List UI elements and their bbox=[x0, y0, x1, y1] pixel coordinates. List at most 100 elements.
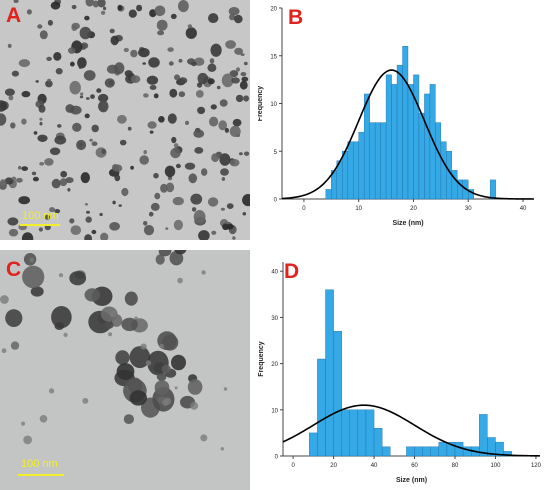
nanoparticle bbox=[96, 88, 102, 93]
nanoparticle bbox=[53, 52, 62, 61]
nanoparticle bbox=[174, 74, 180, 81]
nanoparticle bbox=[37, 134, 48, 142]
nanoparticle bbox=[225, 40, 237, 49]
x-tick-label: 20 bbox=[330, 463, 337, 469]
nanoparticle bbox=[70, 225, 82, 236]
nanoparticle bbox=[4, 88, 15, 96]
nanoparticle bbox=[21, 90, 31, 98]
nanoparticle bbox=[158, 116, 165, 123]
nanoparticle bbox=[156, 372, 167, 381]
nanoparticle bbox=[11, 70, 19, 77]
nanoparticle bbox=[54, 135, 67, 145]
nanoparticle bbox=[117, 4, 123, 11]
histogram-bar bbox=[357, 409, 367, 457]
nanoparticle bbox=[67, 188, 71, 192]
nanoparticle bbox=[229, 13, 236, 21]
histogram-bar bbox=[440, 141, 447, 200]
histogram-bar bbox=[479, 414, 488, 457]
x-tick-label: 10 bbox=[355, 206, 362, 212]
nanoparticle bbox=[101, 149, 106, 154]
histogram-bar bbox=[381, 446, 391, 457]
nanoparticle bbox=[1, 348, 7, 354]
nanoparticle bbox=[16, 177, 23, 183]
nanoparticle bbox=[44, 214, 51, 220]
histogram-bar bbox=[309, 432, 318, 457]
histogram-bar bbox=[342, 151, 348, 200]
histogram-bar bbox=[430, 446, 440, 457]
histogram-bar bbox=[385, 74, 392, 200]
nanoparticle bbox=[89, 138, 93, 142]
histogram-bar bbox=[402, 46, 409, 200]
nanoparticle bbox=[241, 76, 249, 82]
y-tick-label: 10 bbox=[270, 102, 277, 108]
nanoparticle bbox=[21, 232, 34, 240]
nanoparticle bbox=[220, 447, 224, 451]
tem-image-c: C 100 nm bbox=[0, 250, 250, 490]
nanoparticle bbox=[222, 223, 229, 231]
nanoparticle bbox=[65, 104, 75, 113]
nanoparticle bbox=[232, 236, 236, 240]
histogram-bar bbox=[396, 65, 403, 200]
nanoparticle bbox=[97, 0, 106, 8]
nanoparticle bbox=[22, 265, 45, 289]
histogram-bar bbox=[325, 189, 332, 200]
nanoparticle bbox=[23, 435, 32, 445]
nanoparticle bbox=[82, 397, 89, 404]
nanoparticle bbox=[13, 0, 19, 3]
nanoparticle bbox=[83, 70, 96, 81]
nanoparticle bbox=[90, 94, 95, 99]
nanoparticle bbox=[100, 306, 118, 322]
nanoparticle bbox=[200, 434, 208, 442]
histogram-bar bbox=[373, 428, 383, 457]
nanoparticle bbox=[187, 379, 203, 395]
nanoparticle bbox=[0, 113, 7, 126]
nanoparticle bbox=[117, 114, 127, 124]
nanoparticle bbox=[242, 194, 250, 207]
histogram-b-plot: 0 5 10 15 20 0 10 20 30 40 Size (nm) Frequency bbox=[258, 7, 534, 227]
nanoparticle bbox=[197, 72, 209, 85]
nanoparticle bbox=[8, 228, 19, 237]
nanoparticle bbox=[110, 310, 117, 318]
nanoparticle bbox=[7, 217, 19, 226]
nanoparticle bbox=[84, 15, 90, 21]
nanoparticle bbox=[167, 176, 173, 181]
y-tick-label: 30 bbox=[271, 316, 278, 322]
nanoparticle bbox=[243, 61, 248, 66]
nanoparticle bbox=[160, 183, 168, 193]
nanoparticle bbox=[100, 232, 109, 240]
nanoparticle bbox=[46, 56, 52, 62]
nanoparticle bbox=[59, 178, 68, 187]
histogram-d-plot: 0 10 20 30 40 0 20 40 60 80 100 120 Size (nm) Frequen… bbox=[258, 262, 542, 484]
nanoparticle bbox=[63, 332, 68, 337]
nanoparticle bbox=[234, 47, 244, 55]
nanoparticle bbox=[211, 153, 220, 163]
histogram-bar bbox=[438, 441, 448, 457]
nanoparticle bbox=[155, 254, 165, 265]
nanoparticle bbox=[136, 4, 143, 12]
nanoparticle bbox=[71, 22, 80, 30]
nanoparticle bbox=[60, 170, 68, 178]
nanoparticle bbox=[219, 99, 228, 107]
nanoparticle bbox=[211, 230, 217, 235]
nanoparticle bbox=[84, 288, 101, 302]
panel-label-a: A bbox=[6, 4, 22, 27]
nanoparticle bbox=[38, 227, 44, 232]
nanoparticle bbox=[31, 171, 37, 176]
nanoparticle bbox=[220, 168, 229, 176]
y-axis-label: Frequency bbox=[258, 341, 265, 377]
nanoparticle bbox=[91, 124, 99, 133]
nanoparticle bbox=[228, 7, 240, 16]
tem-micrograph-c bbox=[0, 250, 228, 451]
y-tick-label: 5 bbox=[274, 150, 278, 156]
nanoparticle bbox=[97, 93, 109, 103]
nanoparticle bbox=[49, 207, 56, 213]
x-tick-label: 0 bbox=[302, 206, 306, 212]
nanoparticle bbox=[154, 380, 170, 396]
nanoparticle bbox=[165, 227, 169, 230]
nanoparticle bbox=[193, 210, 206, 224]
histogram-bar bbox=[413, 74, 420, 200]
nanoparticle bbox=[242, 212, 247, 216]
nanoparticle bbox=[210, 104, 217, 110]
nanoparticle bbox=[123, 414, 134, 424]
nanoparticle bbox=[32, 176, 39, 182]
